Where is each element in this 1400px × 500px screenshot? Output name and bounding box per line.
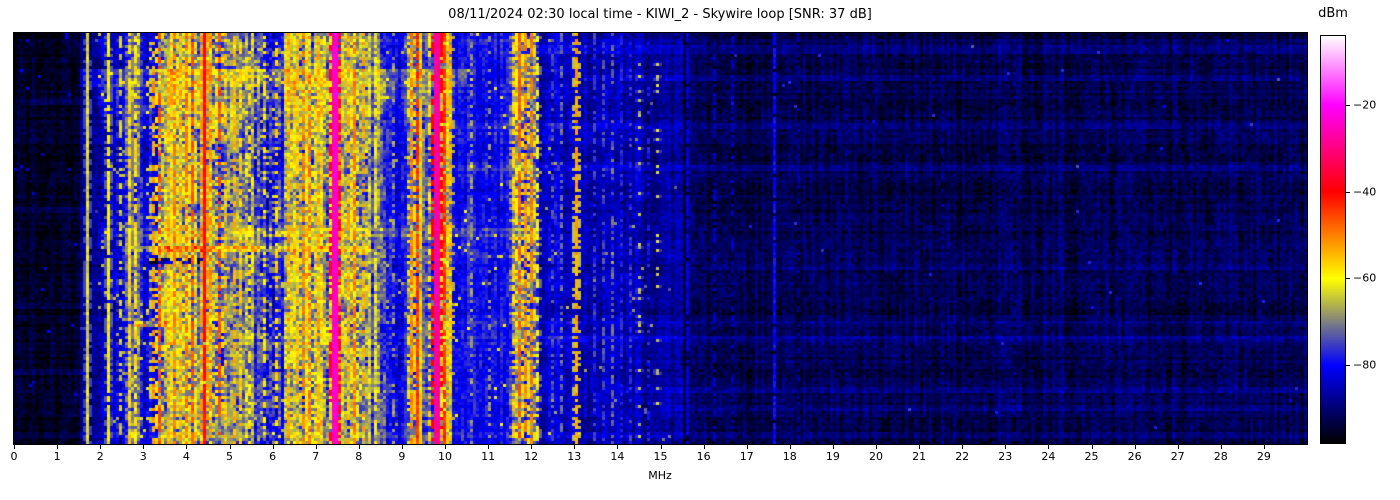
x-tick-label: 1 (53, 450, 61, 463)
colorbar-tick-label: −40 (1353, 185, 1377, 199)
spectrogram-waterfall-canvas (14, 33, 1307, 444)
x-tick-mark (1220, 445, 1222, 449)
x-tick-mark (1005, 445, 1007, 449)
x-tick-label: 7 (312, 450, 320, 463)
x-tick-mark (401, 445, 403, 449)
x-tick-mark (358, 445, 360, 449)
x-tick-mark (186, 445, 188, 449)
x-tick-label: 26 (1127, 450, 1142, 463)
x-tick-label: 22 (955, 450, 970, 463)
x-tick-label: 2 (96, 450, 104, 463)
colorbar-tick-mark (1346, 191, 1350, 193)
x-tick-label: 19 (825, 450, 840, 463)
x-tick-mark (962, 445, 964, 449)
x-tick-mark (1048, 445, 1050, 449)
x-tick-label: 16 (696, 450, 711, 463)
x-tick-label: 25 (1084, 450, 1099, 463)
x-tick-mark (229, 445, 231, 449)
x-tick-label: 9 (398, 450, 406, 463)
x-tick-mark (876, 445, 877, 449)
x-tick-mark (531, 445, 533, 449)
x-tick-label: 10 (438, 450, 452, 463)
colorbar-unit-label: dBm (1318, 6, 1348, 21)
colorbar-tick-label: −80 (1353, 358, 1377, 372)
x-tick-label: 27 (1170, 450, 1185, 463)
x-tick-mark (445, 445, 446, 449)
x-tick-mark (660, 445, 662, 449)
x-tick-label: 5 (226, 450, 233, 463)
x-tick-label: 23 (998, 450, 1013, 463)
x-tick-label: 0 (10, 450, 18, 463)
x-tick-label: 29 (1256, 450, 1271, 463)
x-tick-mark (14, 445, 15, 449)
x-axis-label: MHz (648, 469, 672, 482)
colorbar-tick-mark (1346, 365, 1350, 367)
x-tick-label: 28 (1213, 450, 1228, 463)
x-tick-mark (1177, 445, 1179, 449)
chart-title: 08/11/2024 02:30 local time - KIWI_2 - S… (448, 7, 872, 22)
x-tick-mark (143, 445, 145, 449)
x-tick-mark (574, 445, 576, 449)
x-tick-mark (57, 445, 59, 449)
colorbar-tick-label: −20 (1353, 98, 1377, 112)
x-tick-mark (272, 445, 274, 449)
x-tick-label: 15 (653, 450, 668, 463)
x-tick-mark (488, 445, 490, 449)
spectrogram-plot-frame (13, 32, 1308, 445)
x-tick-label: 3 (139, 450, 147, 463)
x-tick-label: 14 (610, 450, 625, 463)
colorbar-gradient (1321, 36, 1345, 443)
x-tick-label: 11 (481, 450, 496, 463)
x-tick-label: 6 (269, 450, 277, 463)
x-tick-label: 4 (182, 450, 190, 463)
colorbar (1320, 35, 1346, 444)
x-tick-mark (832, 445, 834, 449)
x-tick-mark (746, 445, 748, 449)
x-tick-mark (789, 445, 791, 449)
colorbar-tick-mark (1346, 105, 1350, 107)
colorbar-tick-mark (1346, 278, 1350, 280)
x-tick-label: 21 (912, 450, 927, 463)
x-tick-mark (617, 445, 619, 449)
x-tick-label: 8 (355, 450, 363, 463)
x-tick-mark (919, 445, 921, 449)
x-tick-mark (315, 445, 317, 449)
x-tick-label: 12 (524, 450, 539, 463)
x-tick-label: 20 (869, 450, 883, 463)
x-tick-mark (100, 445, 102, 449)
x-tick-mark (703, 445, 705, 449)
x-tick-label: 24 (1041, 450, 1056, 463)
x-tick-label: 18 (782, 450, 797, 463)
x-tick-label: 17 (739, 450, 754, 463)
x-tick-label: 13 (567, 450, 582, 463)
colorbar-tick-label: −60 (1353, 271, 1377, 285)
x-tick-mark (1091, 445, 1093, 449)
x-tick-mark (1263, 445, 1265, 449)
x-tick-mark (1134, 445, 1136, 449)
